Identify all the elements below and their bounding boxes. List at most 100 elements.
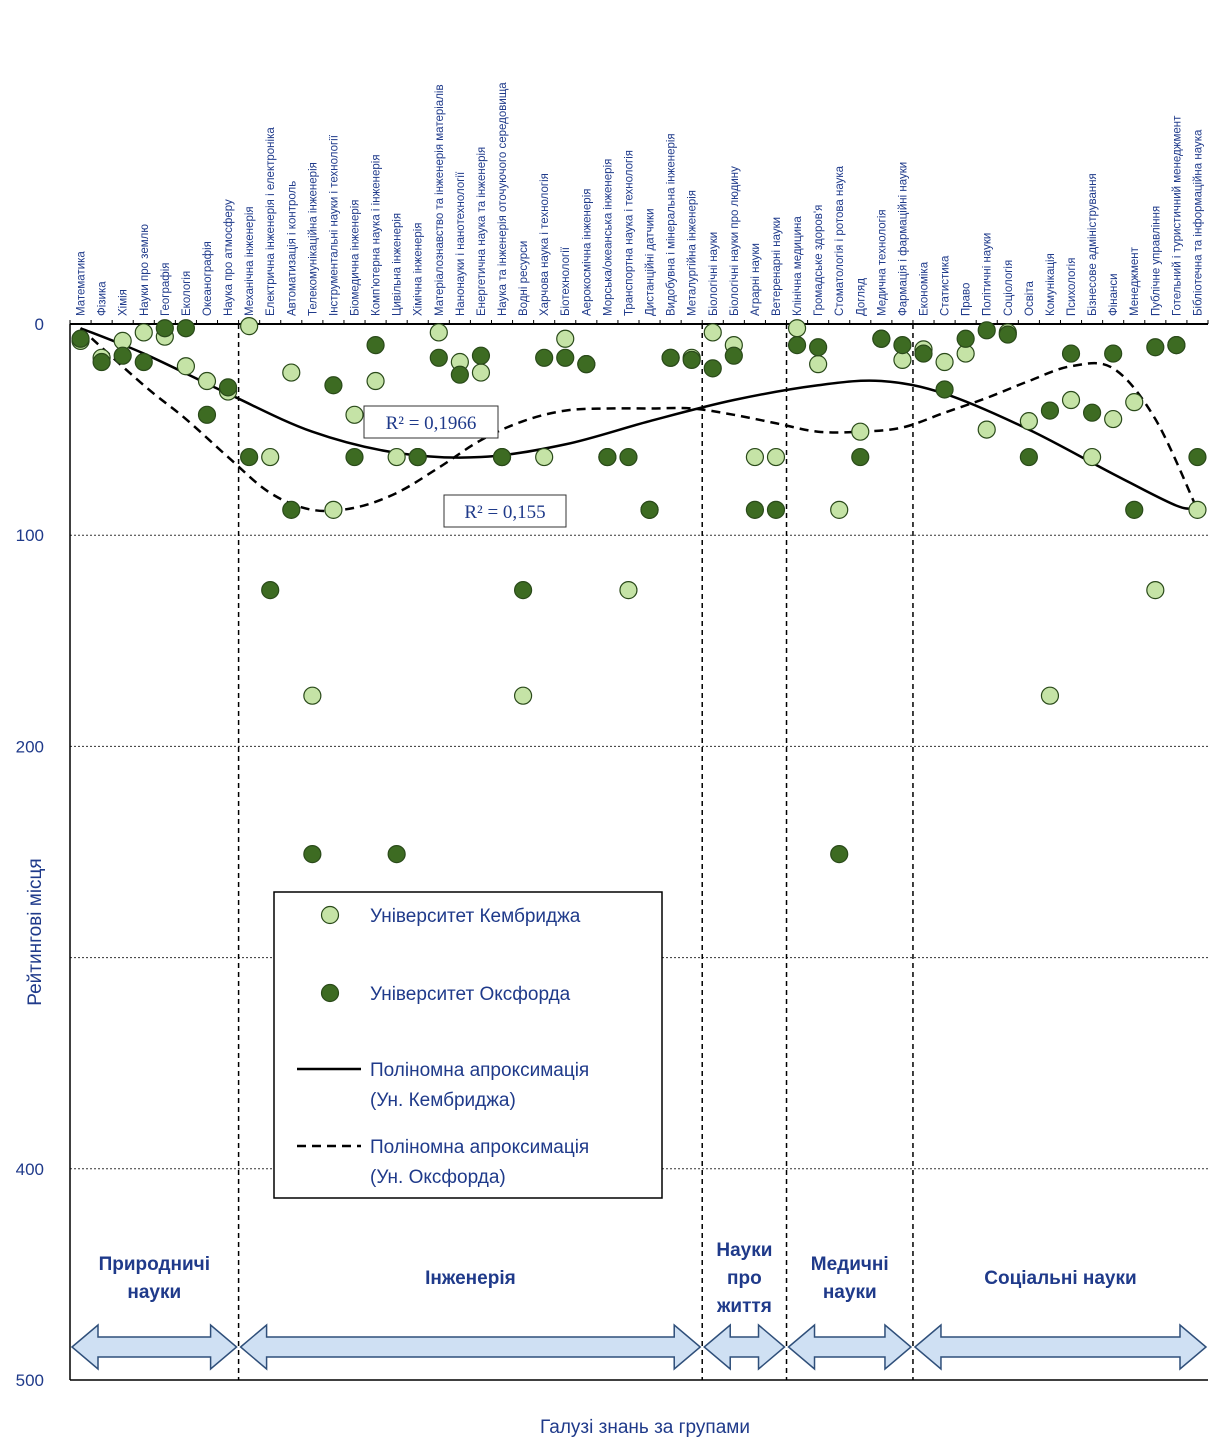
y-tick-label: 200 (16, 737, 44, 756)
category-label: Нанонауки і нанотехнології (455, 171, 467, 316)
point-oxford (640, 500, 659, 519)
point-oxford (240, 447, 259, 467)
category-label: Харчова наука і технологія (539, 173, 551, 316)
category-label: Енергетична наука та інженерія (476, 147, 488, 316)
category-label: Економіка (919, 261, 931, 316)
point-oxford (429, 348, 448, 367)
point-oxford (155, 319, 174, 338)
category-label: Біологічні науки про людину (729, 166, 741, 316)
point-oxford (134, 352, 153, 372)
x-axis-title: Галузі знань за групами (540, 1417, 750, 1438)
point-oxford (851, 447, 870, 467)
point-oxford (1019, 447, 1038, 467)
category-label: Право (961, 283, 973, 316)
point-cambridge (134, 323, 153, 342)
point-cambridge (471, 363, 491, 382)
point-cambridge (324, 500, 343, 519)
point-oxford (261, 581, 280, 600)
y-tick-label: 400 (16, 1160, 44, 1179)
group-label: життя (716, 1296, 772, 1317)
legend-label: Поліномна апроксимація (370, 1060, 589, 1081)
category-label: Політичні науки (982, 233, 994, 316)
category-label: Фізика (97, 281, 109, 316)
point-oxford (1146, 338, 1165, 357)
point-cambridge (556, 329, 575, 348)
point-oxford (197, 405, 217, 424)
category-label: Бібліотечна та інформаційна наука (1192, 129, 1204, 316)
group-labels: Природничі науки Інженерія Науки про життя Мед… (70, 1240, 1208, 1371)
category-label: Готельний і туристичний менеджмент (1171, 115, 1183, 316)
point-cambridge (619, 581, 638, 600)
group-arrow (70, 1323, 238, 1371)
category-label: Електрична інженерія і електроніка (265, 127, 277, 316)
point-oxford (977, 321, 996, 340)
point-oxford (872, 329, 891, 348)
point-oxford (71, 329, 90, 348)
point-cambridge (1146, 581, 1165, 600)
point-oxford (1188, 447, 1207, 467)
category-label: Океанографія (202, 241, 214, 316)
point-oxford (345, 447, 364, 467)
point-oxford (661, 348, 680, 367)
point-cambridge (977, 420, 996, 439)
point-oxford (956, 329, 975, 348)
data-points (71, 317, 1207, 864)
category-label: Транспортна наука і технологія (623, 150, 635, 316)
point-cambridge (830, 500, 849, 519)
point-cambridge (1082, 447, 1102, 467)
group-arrow (913, 1323, 1208, 1371)
group-arrow (239, 1323, 702, 1371)
category-label: Автоматизація і контроль (286, 181, 298, 316)
point-cambridge (429, 323, 448, 342)
category-label: Стоматологія і ротова наука (834, 165, 846, 316)
point-cambridge (851, 422, 870, 441)
point-oxford (598, 447, 617, 467)
point-cambridge (176, 357, 196, 376)
category-label: Хімія (118, 289, 130, 316)
legend-marker (320, 983, 340, 1003)
point-oxford (387, 845, 406, 864)
category-label: Медична технологія (876, 209, 888, 316)
group-label: Природничі (99, 1254, 210, 1275)
category-label: Громадське здоров'я (813, 205, 825, 316)
r2-boxes: R² = 0,1966 R² = 0,155 (363, 405, 567, 528)
point-oxford (619, 447, 638, 467)
point-oxford (513, 581, 533, 600)
point-oxford (303, 845, 322, 864)
point-oxford (408, 447, 427, 467)
trendline-oxford (79, 327, 1199, 513)
category-label: Наука та інженерія оточуючого середовища (497, 82, 509, 316)
axes-layer (69, 320, 1209, 1381)
legend-label: Університет Кембриджа (370, 906, 581, 927)
group-label: про (727, 1268, 762, 1289)
point-cambridge (787, 319, 807, 338)
point-oxford (1040, 401, 1060, 420)
point-oxford (176, 319, 196, 338)
trendlines (79, 327, 1199, 513)
category-label: Дистанційні датчики (645, 208, 657, 316)
category-label: Матеріалознавство та інженерія матеріалі… (434, 84, 446, 316)
legend: Університет Кембриджа Університет Оксфорд… (273, 891, 663, 1199)
category-label: Комунікація (1045, 253, 1057, 316)
point-oxford (492, 447, 512, 467)
point-oxford (1125, 500, 1144, 519)
point-oxford (1167, 336, 1186, 355)
point-oxford (450, 365, 469, 384)
point-oxford (998, 325, 1017, 344)
point-oxford (745, 500, 765, 519)
point-oxford (703, 359, 722, 378)
category-label: Догляд (855, 278, 867, 316)
group-label: Інженерія (425, 1268, 516, 1289)
point-oxford (113, 346, 132, 365)
category-label: Бізнесове адміністрування (1087, 173, 1099, 316)
category-label: Цивільна інженерія (392, 213, 404, 316)
point-cambridge (261, 447, 280, 467)
category-label: Комп'ютерна наука і інженерія (371, 154, 383, 316)
point-cambridge (766, 447, 786, 467)
point-oxford (556, 348, 575, 367)
point-oxford (324, 376, 343, 395)
point-oxford (787, 336, 807, 355)
point-cambridge (535, 447, 554, 467)
category-label: Публічне управління (1150, 206, 1162, 316)
